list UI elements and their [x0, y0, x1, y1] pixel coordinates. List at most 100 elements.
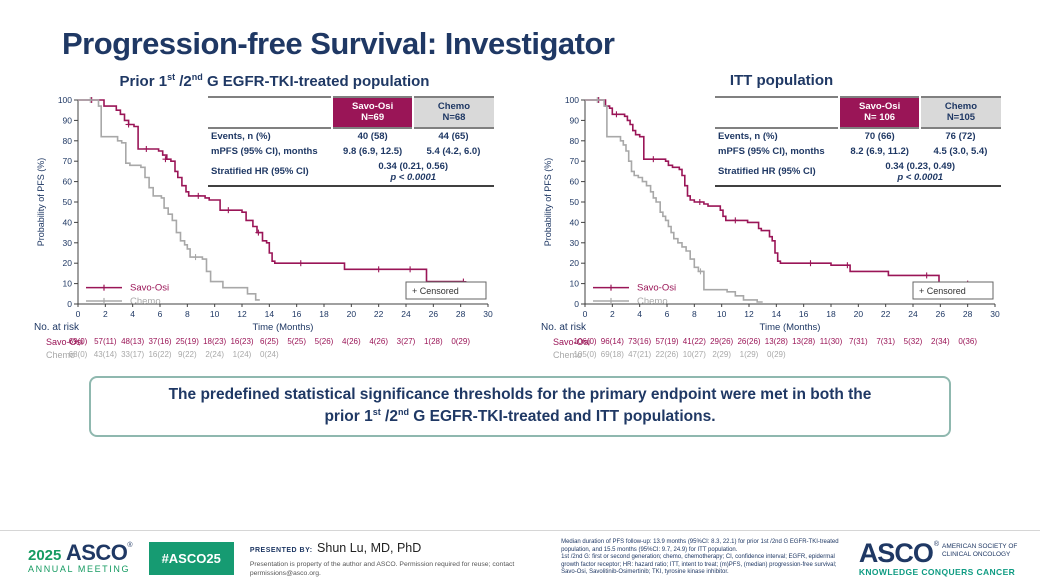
panel-subtitle-prior-tki: Prior 1st /2nd G EGFR-TKI-treated popula… — [119, 72, 430, 90]
y-tick-label: 70 — [570, 156, 580, 166]
risk-value: 0(29) — [766, 350, 786, 359]
footnotes: Median duration of PFS follow-up: 13.9 m… — [561, 539, 843, 577]
risk-value: 57(11) — [94, 337, 117, 346]
risk-value: 1(29) — [739, 350, 759, 359]
panel-subtitle-itt: ITT population — [729, 72, 834, 89]
risk-value: 4(26) — [341, 337, 361, 346]
risk-value: 11(30) — [819, 337, 843, 346]
risk-value: 0(24) — [259, 350, 279, 359]
page-title: Progression-free Survival: Investigator — [62, 26, 615, 61]
x-tick-label: 26 — [936, 309, 946, 319]
savo-osi-header-cell: Savo-Osi N= 106 — [838, 97, 920, 128]
no-at-risk-itt: No. at risk Savo-Osi 106(0) 96(14) 73(16) 57… — [539, 322, 1009, 362]
y-tick-label: 30 — [570, 238, 580, 248]
asco-society-logo: ASCO ® AMERICAN SOCIETY OF CLINICAL ONCO… — [858, 539, 1020, 577]
risk-value: 37(16) — [148, 337, 172, 346]
risk-row-savo-osi: Savo-Osi 106(0) 96(14) 73(16) 57(19) 41(22) 29… — [539, 336, 1009, 349]
y-tick-label: 90 — [570, 115, 580, 125]
stats-row-events: Events, n (%) 70 (66) 76 (72) — [718, 130, 976, 142]
chemo-header-cell: Chemo N=68 — [411, 97, 494, 128]
x-tick-label: 8 — [185, 309, 190, 319]
panel-prior-tki: Prior 1st /2nd G EGFR-TKI-treated popula… — [32, 66, 517, 362]
risk-value: 96(14) — [600, 337, 624, 346]
risk-value: 7(31) — [848, 337, 868, 346]
y-tick-label: 0 — [574, 299, 579, 309]
legend-label: Savo-Osi — [130, 283, 169, 294]
risk-value: 5(32) — [903, 337, 923, 346]
censored-label: + Censored — [919, 286, 966, 296]
savo-osi-header-cell: Savo-Osi N=69 — [331, 97, 413, 128]
x-tick-label: 26 — [429, 309, 439, 319]
x-tick-label: 16 — [799, 309, 809, 319]
x-tick-label: 20 — [347, 309, 357, 319]
x-tick-label: 0 — [76, 309, 81, 319]
hashtag-badge: #ASCO25 — [148, 541, 234, 575]
risk-value: 1(28) — [423, 337, 443, 346]
y-tick-label: 20 — [570, 258, 580, 268]
asco-annual-meeting-logo: 2025 ASCO® ANNUAL MEETING — [28, 540, 133, 574]
risk-rows: Savo-Osi 69(0) 57(11) 48(13) 37(16) 25(19) 18(… — [32, 336, 502, 362]
risk-value: 48(13) — [121, 337, 145, 346]
asco-tagline: KNOWLEDGE CONQUERS CANCER — [858, 566, 1016, 577]
footer: 2025 ASCO® ANNUAL MEETING #ASCO25 PRESEN… — [0, 530, 1040, 585]
y-tick-label: 40 — [570, 217, 580, 227]
km-curve-savo-osi — [585, 99, 968, 285]
risk-value: 1(24) — [232, 350, 252, 359]
risk-value: 69(18) — [600, 350, 624, 359]
y-tick-label: 70 — [63, 156, 73, 166]
y-tick-label: 0 — [67, 299, 72, 309]
x-tick-label: 22 — [374, 309, 384, 319]
y-tick-label: 40 — [63, 217, 73, 227]
x-tick-label: 14 — [772, 309, 782, 319]
x-tick-label: 22 — [881, 309, 891, 319]
presented-by-block: PRESENTED BY: Shun Lu, MD, PhD Presentat… — [250, 538, 545, 578]
risk-value: 2(24) — [205, 350, 224, 359]
risk-value: 4(26) — [369, 337, 388, 346]
x-tick-label: 12 — [744, 309, 754, 319]
x-tick-label: 14 — [265, 309, 275, 319]
x-axis-label: Time (Months) — [253, 322, 314, 333]
y-tick-label: 80 — [63, 136, 73, 146]
x-tick-label: 20 — [854, 309, 864, 319]
presenter-name: Shun Lu, MD, PhD — [317, 541, 422, 556]
risk-value: 13(28) — [764, 337, 788, 346]
risk-value: 3(27) — [396, 337, 416, 346]
risk-value: 29(26) — [710, 337, 734, 346]
stats-row-events: Events, n (%) 40 (58) 44 (65) — [211, 130, 469, 142]
x-tick-label: 24 — [401, 309, 411, 319]
risk-value: 18(23) — [203, 337, 227, 346]
censored-label: + Censored — [412, 286, 459, 296]
risk-value: 25(19) — [175, 337, 199, 346]
stats-header-row: Savo-Osi N= 106 Chemo N=105 — [715, 97, 1001, 128]
y-tick-label: 20 — [63, 258, 73, 268]
x-tick-label: 30 — [483, 309, 493, 319]
conclusion-callout: The predefined statistical significance … — [89, 376, 951, 437]
x-tick-label: 8 — [692, 309, 697, 319]
x-tick-label: 24 — [908, 309, 918, 319]
risk-value: 16(23) — [230, 337, 254, 346]
legend-label: Chemo — [637, 296, 668, 307]
risk-row-label: Savo-Osi — [46, 337, 84, 347]
y-tick-label: 90 — [63, 115, 73, 125]
risk-value: 9(22) — [177, 350, 197, 359]
km-curve-chemo — [78, 99, 260, 301]
risk-value: 5(25) — [287, 337, 306, 346]
y-tick-label: 60 — [570, 177, 580, 187]
y-tick-label: 10 — [570, 279, 580, 289]
risk-value: 0(29) — [451, 337, 470, 346]
x-tick-label: 6 — [158, 309, 163, 319]
risk-value: 22(26) — [655, 350, 679, 359]
x-tick-label: 28 — [456, 309, 466, 319]
y-axis-label: Probability of PFS (%) — [543, 158, 553, 247]
x-tick-label: 18 — [319, 309, 329, 319]
footnote-abbreviations: 1st /2nd G: first or second generation; … — [561, 554, 837, 576]
x-tick-label: 0 — [583, 309, 588, 319]
km-chart-itt: 0 10 20 30 40 50 60 70 80 90 100 0 2 4 6 8 10 12 14 16 18 20 2… — [539, 94, 1009, 346]
x-tick-label: 2 — [103, 309, 108, 319]
risk-value: 2(34) — [930, 337, 950, 346]
risk-row-label: Savo-Osi — [553, 337, 591, 347]
legend-label: Chemo — [130, 296, 161, 307]
y-tick-label: 100 — [58, 95, 72, 105]
